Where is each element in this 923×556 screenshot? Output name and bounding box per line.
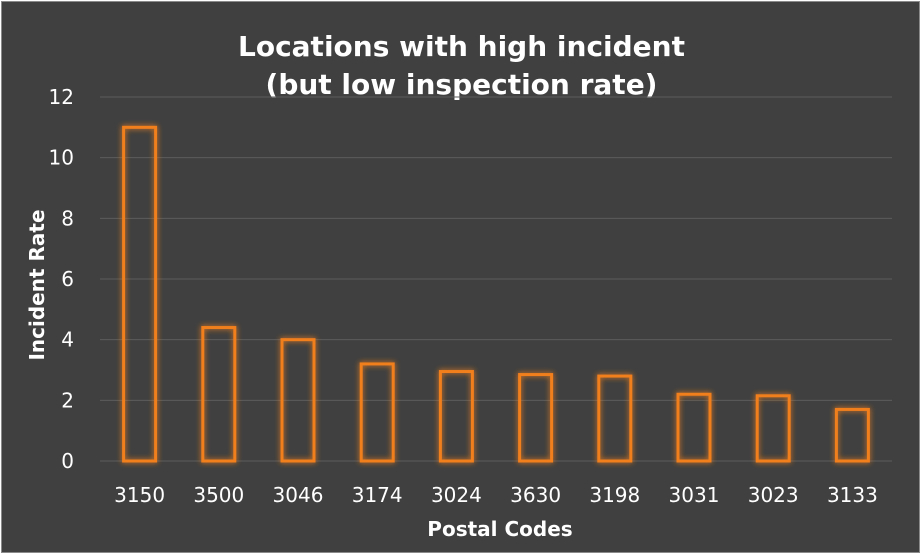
y-tick-label: 4 — [61, 328, 74, 352]
bar — [518, 373, 554, 463]
chart-title-line-2: (but low inspection rate) — [265, 68, 658, 101]
x-tick-label: 3174 — [352, 483, 403, 507]
y-tick-label: 8 — [61, 206, 74, 230]
y-tick-label: 10 — [49, 146, 74, 170]
x-tick-label: 3023 — [748, 483, 799, 507]
bar — [755, 394, 791, 463]
y-tick-label: 2 — [61, 388, 74, 412]
bar — [201, 326, 237, 463]
x-tick-label: 3024 — [431, 483, 482, 507]
chart-title-line-1: Locations with high incident — [237, 30, 685, 63]
x-tick-label: 3630 — [510, 483, 561, 507]
x-tick-label: 3150 — [114, 483, 165, 507]
bar — [597, 374, 633, 463]
y-tick-label: 6 — [61, 267, 74, 291]
y-tick-label: 0 — [61, 449, 74, 473]
bar — [834, 407, 870, 463]
x-tick-label: 3198 — [589, 483, 640, 507]
bar — [676, 392, 712, 463]
x-tick-label: 3046 — [273, 483, 324, 507]
x-tick-label: 3500 — [193, 483, 244, 507]
bar — [438, 370, 474, 463]
bar — [359, 362, 395, 463]
x-tick-label: 3031 — [669, 483, 720, 507]
bar — [122, 125, 158, 463]
y-tick-label: 12 — [49, 85, 74, 109]
x-tick-label: 3133 — [827, 483, 878, 507]
bar — [280, 338, 316, 463]
x-axis-label: Postal Codes — [427, 517, 573, 541]
